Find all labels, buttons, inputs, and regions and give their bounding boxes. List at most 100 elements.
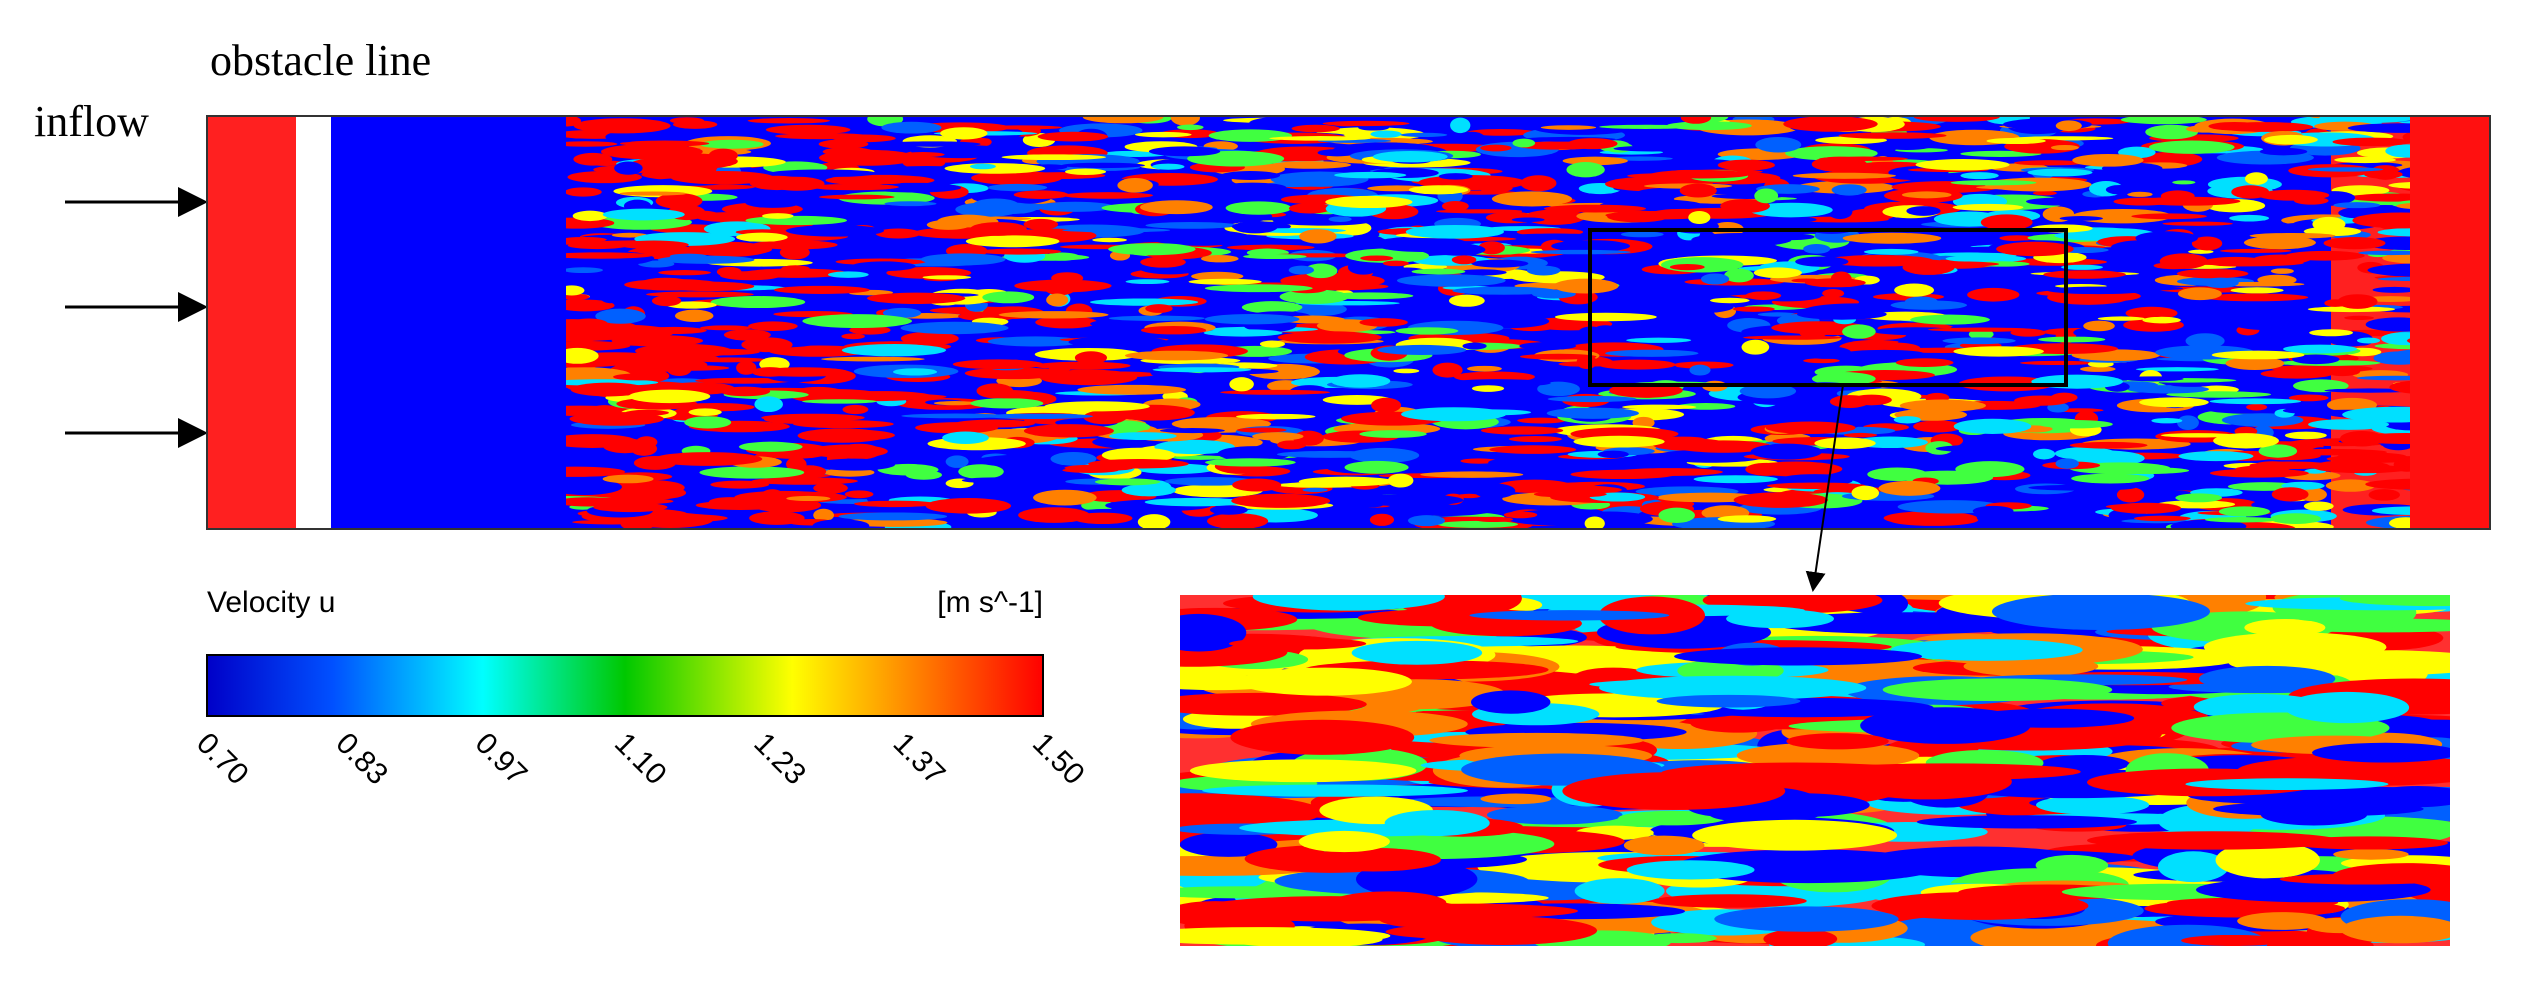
streak: [1749, 461, 1843, 477]
streak: [1674, 647, 1923, 666]
streak: [1048, 366, 1071, 372]
streak: [1763, 928, 1838, 946]
streak: [1786, 733, 1889, 750]
streak: [1330, 374, 1391, 388]
streak: [832, 134, 896, 143]
streak: [1064, 168, 1107, 175]
streak: [793, 420, 894, 429]
streak: [945, 455, 969, 468]
streak: [1170, 116, 1200, 126]
streak: [2322, 464, 2408, 474]
streak: [1626, 860, 1755, 880]
streak: [688, 408, 722, 416]
streak: [1656, 449, 1766, 463]
streak: [1068, 336, 1169, 348]
streak: [1331, 122, 1363, 127]
streak: [2333, 848, 2409, 860]
streak: [1935, 444, 2034, 453]
streak: [1950, 180, 2037, 186]
streak: [566, 187, 602, 197]
streak: [2177, 415, 2199, 431]
streak: [1732, 306, 1775, 312]
velocity-field-zoom: [1180, 595, 2450, 946]
streak: [901, 152, 945, 158]
streak: [1145, 221, 1238, 229]
streak: [978, 481, 1047, 494]
streak: [723, 329, 771, 341]
streak: [1675, 177, 1697, 185]
streak: [2157, 851, 2229, 883]
streak: [1109, 432, 1177, 441]
streak: [2249, 232, 2336, 239]
streak: [1717, 159, 1775, 171]
streak: [980, 390, 1039, 399]
streak: [2185, 333, 2225, 349]
streak: [2340, 915, 2450, 944]
streak: [1972, 505, 2014, 517]
streak: [1140, 325, 1207, 335]
streak: [2122, 376, 2184, 382]
streak: [1379, 309, 1466, 316]
streak: [1294, 392, 1315, 403]
streak: [2215, 841, 2320, 879]
streak: [1724, 268, 1754, 283]
streak: [1171, 417, 1272, 431]
streak: [1217, 446, 1292, 462]
streak: [1867, 467, 1928, 482]
streak: [925, 498, 1012, 514]
streak: [2284, 431, 2327, 440]
streak: [2050, 144, 2079, 151]
streak: [844, 490, 874, 499]
streak: [1488, 459, 1516, 467]
streak: [2188, 249, 2214, 254]
streak: [1893, 416, 1921, 424]
streak: [1689, 364, 1711, 376]
streak: [752, 498, 822, 513]
streak: [1804, 278, 1866, 288]
streak: [1407, 515, 1446, 527]
streak: [1062, 228, 1171, 233]
streak: [926, 219, 971, 230]
streak: [1478, 241, 1505, 255]
streak: [1384, 809, 1490, 836]
inflow-label: inflow: [34, 97, 149, 146]
streak: [658, 270, 711, 276]
streak: [1062, 192, 1153, 199]
streak: [2213, 433, 2279, 449]
streak: [1546, 407, 1639, 419]
streak: [1547, 395, 1637, 403]
streak: [665, 320, 709, 326]
streak: [1895, 358, 1954, 367]
streak: [1863, 248, 1919, 255]
streak: [1566, 161, 1605, 178]
streak: [566, 236, 607, 243]
streak: [2160, 433, 2236, 438]
streak: [822, 147, 873, 157]
streak: [619, 191, 687, 196]
streak: [2372, 286, 2417, 293]
streak: [851, 261, 916, 272]
streak: [2191, 236, 2223, 251]
streak: [1125, 279, 1170, 285]
streak: [1841, 396, 1883, 404]
streak: [1188, 278, 1262, 285]
streak: [2055, 458, 2079, 469]
streak: [2177, 287, 2222, 301]
streak: [1692, 819, 1898, 851]
streak: [2312, 742, 2450, 763]
streak: [2244, 618, 2326, 637]
streak: [1387, 473, 1414, 488]
colorbar-unit: [m s^-1]: [937, 586, 1043, 619]
streak: [1709, 297, 1750, 304]
streak: [566, 347, 599, 364]
streak: [1750, 443, 1823, 460]
streak: [588, 160, 625, 166]
streak: [1913, 420, 1962, 433]
streak: [1658, 507, 1695, 523]
streak: [1204, 313, 1300, 325]
domain: [206, 115, 2491, 592]
streak: [1626, 337, 1692, 343]
streak: [2231, 185, 2270, 199]
streak: [1344, 460, 1409, 474]
streak: [1431, 353, 1511, 363]
